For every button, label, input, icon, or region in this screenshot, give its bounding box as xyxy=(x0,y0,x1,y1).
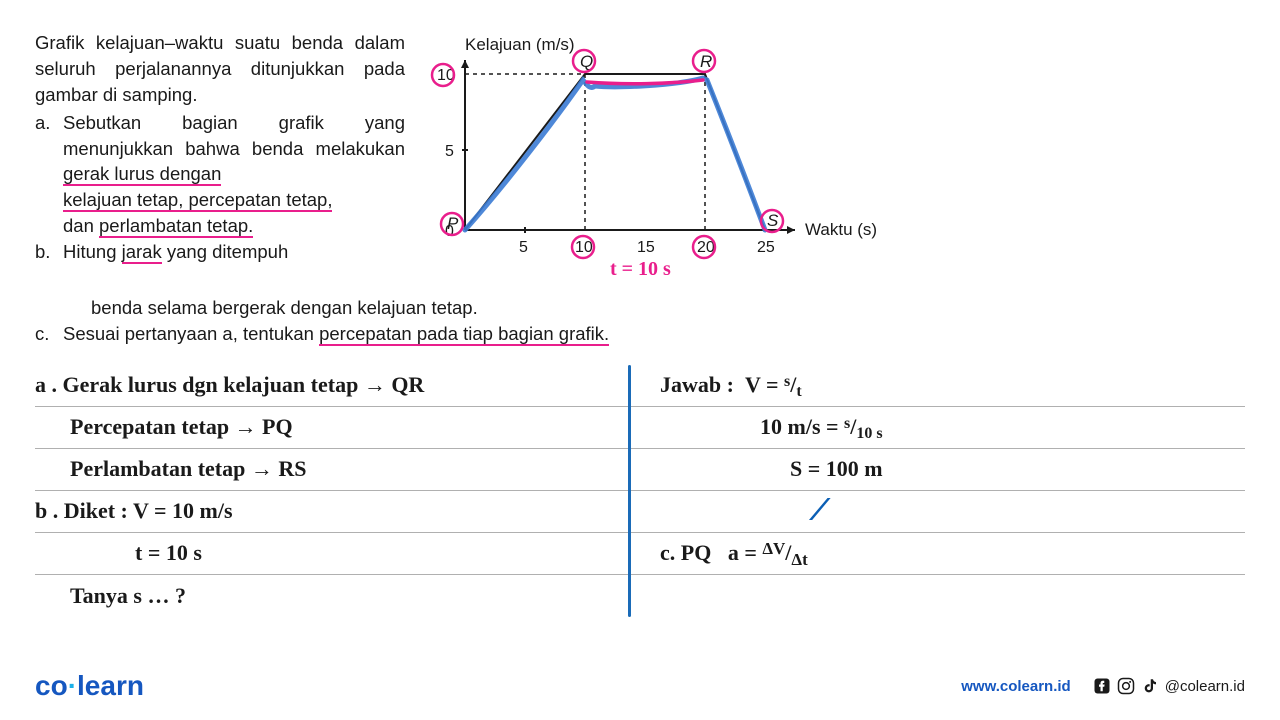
svg-text:5: 5 xyxy=(519,239,528,256)
y-axis-label: Kelajuan (m/s) xyxy=(465,35,575,54)
problem-a: Sebutkan bagian grafik yang menunjukkan … xyxy=(63,110,405,239)
svg-text:15: 15 xyxy=(637,239,655,256)
footer: co·learn www.colearn.id @colearn.id xyxy=(0,670,1280,702)
note-r3-left: Perlambatan tetap → RS xyxy=(35,456,640,482)
note-r6-left: Tanya s … ? xyxy=(35,583,640,609)
svg-text:5: 5 xyxy=(445,143,454,160)
note-r1-left: a . Gerak lurus dgn kelajuan tetap → QR xyxy=(35,372,640,398)
problem-text: Grafik kelajuan–waktu suatu benda dalam … xyxy=(35,30,405,295)
svg-text:S: S xyxy=(767,211,779,230)
list-marker-c: c. xyxy=(35,321,63,347)
notes-area: a . Gerak lurus dgn kelajuan tetap → QR … xyxy=(35,365,1245,617)
note-r4-left: b . Diket : V = 10 m/s xyxy=(35,498,640,524)
x-axis-label: Waktu (s) xyxy=(805,220,877,239)
list-marker-b: b. xyxy=(35,239,63,265)
svg-text:10: 10 xyxy=(575,239,593,256)
chart-svg: Kelajuan (m/s) Waktu (s) 0 5 10 5 10 xyxy=(415,30,895,290)
note-r3-right: S = 100 m xyxy=(640,456,1245,482)
problem-intro: Grafik kelajuan–waktu suatu benda dalam … xyxy=(35,30,405,108)
facebook-icon xyxy=(1093,677,1111,695)
svg-text:25: 25 xyxy=(757,239,775,256)
speed-time-chart: Kelajuan (m/s) Waktu (s) 0 5 10 5 10 xyxy=(415,30,1245,295)
note-r5-left: t = 10 s xyxy=(35,540,640,566)
footer-handle: @colearn.id xyxy=(1165,678,1245,695)
note-r2-right: 10 m/s = s/10 s xyxy=(640,414,1245,440)
tiktok-icon xyxy=(1141,677,1159,695)
problem-b: Hitung jarak yang ditempuh xyxy=(63,239,405,265)
note-r5-right: c. PQ a = ΔV/Δt xyxy=(640,540,1245,566)
logo: co·learn xyxy=(35,670,144,702)
footer-url: www.colearn.id xyxy=(961,678,1070,695)
note-r4-right: ⟋ xyxy=(640,495,1245,527)
vertical-divider xyxy=(628,365,631,617)
social-icons: @colearn.id xyxy=(1093,677,1245,695)
instagram-icon xyxy=(1117,677,1135,695)
problem-b-line2: benda selama bergerak dengan kelajuan te… xyxy=(91,295,478,321)
list-marker-a: a. xyxy=(35,110,63,239)
chart-annotation: t = 10 s xyxy=(610,258,671,280)
problem-c: Sesuai pertanyaan a, tentukan percepatan… xyxy=(63,321,609,347)
svg-text:R: R xyxy=(700,52,712,71)
svg-text:P: P xyxy=(447,214,459,233)
note-r1-right: Jawab : V = s/t xyxy=(640,372,1245,398)
note-r2-left: Percepatan tetap → PQ xyxy=(35,414,640,440)
